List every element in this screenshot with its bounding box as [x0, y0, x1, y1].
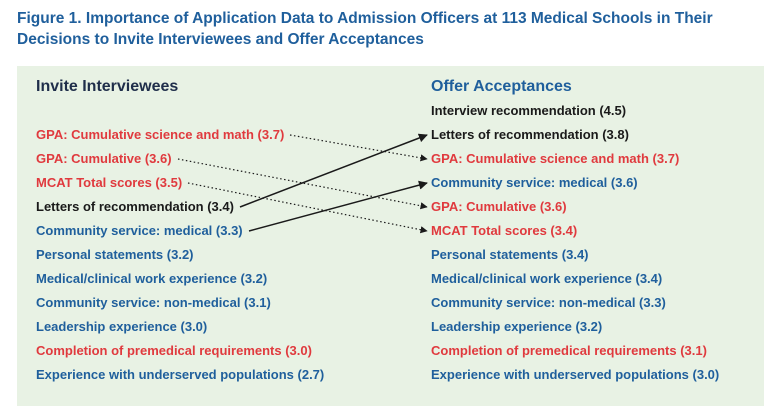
invite-item: Community service: medical (3.3)	[36, 223, 243, 238]
offer-item: GPA: Cumulative science and math (3.7)	[431, 151, 680, 166]
invite-item: GPA: Cumulative science and math (3.7)	[36, 127, 285, 142]
offer-item: Interview recommendation (4.5)	[431, 103, 627, 118]
connector-arrows	[177, 133, 428, 234]
invite-item: Leadership experience (3.0)	[36, 319, 208, 334]
offer-item: Letters of recommendation (3.8)	[431, 127, 629, 142]
offer-item: Medical/clinical work experience (3.4)	[431, 271, 663, 286]
offer-item: Experience with underserved populations …	[431, 367, 720, 382]
invite-item: Letters of recommendation (3.4)	[36, 199, 234, 214]
invite-item: Completion of premedical requirements (3…	[36, 343, 312, 358]
figure-panel	[17, 66, 764, 406]
offer-item: Completion of premedical requirements (3…	[431, 343, 707, 358]
invite-item: GPA: Cumulative (3.6)	[36, 151, 172, 166]
invite-item: Medical/clinical work experience (3.2)	[36, 271, 268, 286]
offer-item: GPA: Cumulative (3.6)	[431, 199, 567, 214]
dotted-connector-arrow	[289, 134, 428, 162]
invite-item: Community service: non-medical (3.1)	[36, 295, 271, 310]
invite-item: Experience with underserved populations …	[36, 367, 325, 382]
offer-item: Personal statements (3.4)	[431, 247, 589, 262]
solid-connector-arrow	[248, 180, 428, 232]
offer-item: Community service: non-medical (3.3)	[431, 295, 666, 310]
dotted-connector-arrow	[187, 182, 428, 234]
offer-acceptances-heading: Offer Acceptances	[431, 78, 572, 95]
solid-connector-arrow	[239, 133, 428, 208]
offer-item: Community service: medical (3.6)	[431, 175, 638, 190]
offer-item: Leadership experience (3.2)	[431, 319, 603, 334]
invite-item: Personal statements (3.2)	[36, 247, 194, 262]
invite-item: MCAT Total scores (3.5)	[36, 175, 183, 190]
figure-title: Figure 1. Importance of Application Data…	[17, 10, 713, 48]
invite-interviewees-heading: Invite Interviewees	[36, 78, 179, 95]
offer-item: MCAT Total scores (3.4)	[431, 223, 578, 238]
